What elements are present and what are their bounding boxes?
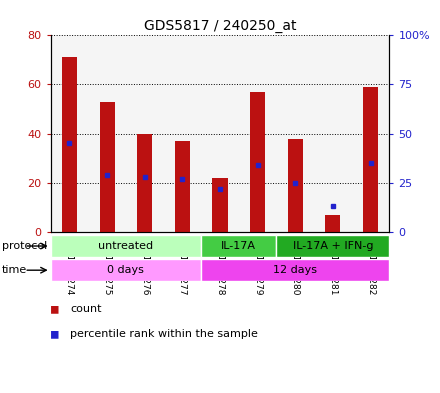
Bar <box>250 92 265 232</box>
Text: IL-17A + IFN-g: IL-17A + IFN-g <box>293 241 373 251</box>
Text: ■: ■ <box>51 327 58 341</box>
Bar <box>51 35 88 232</box>
Bar <box>314 35 352 232</box>
Bar <box>201 235 276 257</box>
Bar <box>276 35 314 232</box>
Text: protocol: protocol <box>2 241 48 251</box>
Text: IL-17A: IL-17A <box>221 241 257 251</box>
Bar <box>175 141 190 232</box>
Bar <box>239 35 276 232</box>
Text: 12 days: 12 days <box>273 265 317 275</box>
Bar <box>126 35 164 232</box>
Bar <box>276 235 389 257</box>
Bar <box>51 259 201 281</box>
Text: 0 days: 0 days <box>107 265 144 275</box>
Text: time: time <box>2 265 27 275</box>
Bar <box>363 87 378 232</box>
Bar <box>201 35 239 232</box>
Text: count: count <box>70 303 102 314</box>
Bar <box>164 35 201 232</box>
Bar <box>51 235 201 257</box>
Bar <box>213 178 227 232</box>
Bar <box>99 102 114 232</box>
Text: percentile rank within the sample: percentile rank within the sample <box>70 329 258 339</box>
Text: ■: ■ <box>51 302 58 315</box>
Bar <box>288 138 303 232</box>
Title: GDS5817 / 240250_at: GDS5817 / 240250_at <box>144 19 296 33</box>
Bar <box>88 35 126 232</box>
Bar <box>62 57 77 232</box>
Bar <box>137 134 152 232</box>
Bar <box>326 215 341 232</box>
Bar <box>352 35 389 232</box>
Text: untreated: untreated <box>98 241 154 251</box>
Bar <box>201 259 389 281</box>
